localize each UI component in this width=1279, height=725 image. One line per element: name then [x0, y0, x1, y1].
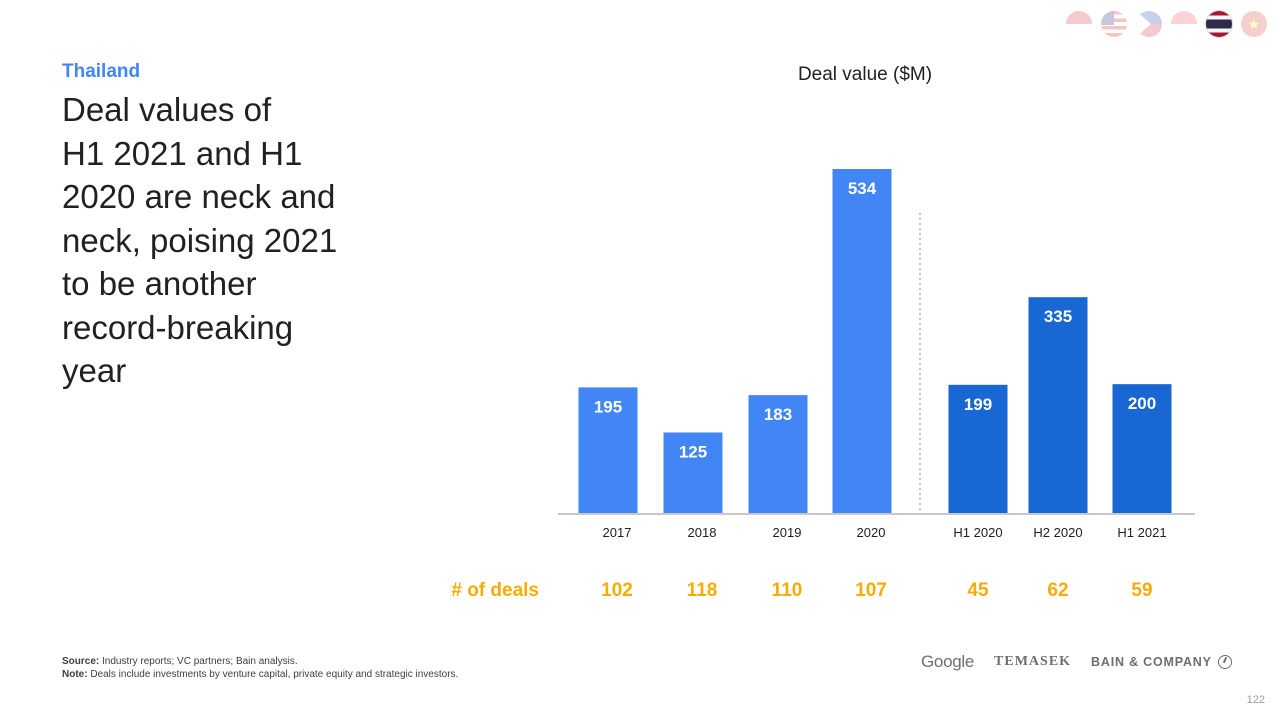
deal-count: 45 [967, 580, 989, 601]
deal-count: 59 [1131, 580, 1152, 601]
headline-line: to be another [62, 265, 257, 302]
source-note: Source: Industry reports; VC partners; B… [62, 656, 298, 667]
bar-value-label: 195 [594, 397, 622, 416]
philippines-flag-icon[interactable] [1136, 11, 1162, 37]
bar [1112, 384, 1172, 513]
x-tick-label: 2017 [603, 525, 632, 540]
bain-logo: BAIN & COMPANY [1091, 655, 1232, 669]
bar [1028, 297, 1088, 513]
triangle-icon [1136, 11, 1151, 37]
bar-value-label: 200 [1128, 394, 1156, 413]
bar [748, 395, 808, 513]
deal-count: 62 [1047, 580, 1068, 601]
page-number: 122 [1246, 694, 1265, 706]
bar-value-label: 534 [848, 179, 877, 198]
x-tick-label: H2 2020 [1033, 525, 1082, 540]
bar-value-label: 183 [764, 405, 792, 424]
x-tick-label: H1 2021 [1117, 525, 1166, 540]
bain-mark-icon [1217, 655, 1232, 669]
bar [663, 432, 723, 513]
headline-line: year [62, 352, 127, 389]
country-flags: ★ [1066, 11, 1267, 37]
google-logo: Google [921, 652, 975, 671]
x-tick-label: 2020 [857, 525, 886, 540]
headline-line: neck, poising 2021 [62, 221, 338, 259]
footnotes: Source: Industry reports; VC partners; B… [62, 655, 458, 681]
page-headline: Deal values of H1 2021 and H1 2020 are nec… [62, 88, 382, 393]
deal-count: 118 [687, 580, 718, 601]
temasek-logo: TEMASEK [994, 654, 1072, 669]
headline-line: record-breaking [62, 308, 294, 346]
malaysia-flag-icon[interactable] [1101, 11, 1127, 37]
bar [948, 384, 1008, 513]
headline-line: H1 2021 and H1 [62, 134, 303, 172]
x-tick-label: H1 2020 [953, 525, 1002, 540]
headline-line: Deal values of [62, 91, 272, 128]
x-tick-label: 2018 [688, 525, 717, 540]
deal-count: 102 [601, 580, 633, 601]
deals-note: Note: Deals include investments by ventu… [62, 669, 459, 680]
bar-value-label: 125 [679, 442, 707, 461]
vietnam-flag-icon[interactable]: ★ [1241, 11, 1267, 37]
bar-value-label: 335 [1044, 307, 1072, 326]
singapore-flag-icon[interactable] [1171, 11, 1197, 37]
partner-logos: Google TEMASEK BAIN & COMPANY [921, 652, 1232, 672]
bar-value-label: 199 [964, 395, 992, 414]
deals-row-label: # of deals [451, 580, 539, 601]
deal-count: 107 [855, 580, 887, 601]
chart-title: Deal value ($M) [798, 64, 932, 85]
bar [578, 387, 638, 513]
thailand-flag-icon[interactable] [1206, 11, 1232, 37]
x-tick-label: 2019 [773, 525, 802, 540]
deal-count: 110 [772, 580, 803, 601]
indonesia-flag-icon[interactable] [1066, 11, 1092, 37]
canton-icon [1101, 11, 1114, 25]
star-icon: ★ [1247, 16, 1261, 32]
headline-line: 2020 are neck and [62, 178, 336, 215]
bar [832, 169, 892, 513]
country-label: Thailand [62, 61, 141, 82]
